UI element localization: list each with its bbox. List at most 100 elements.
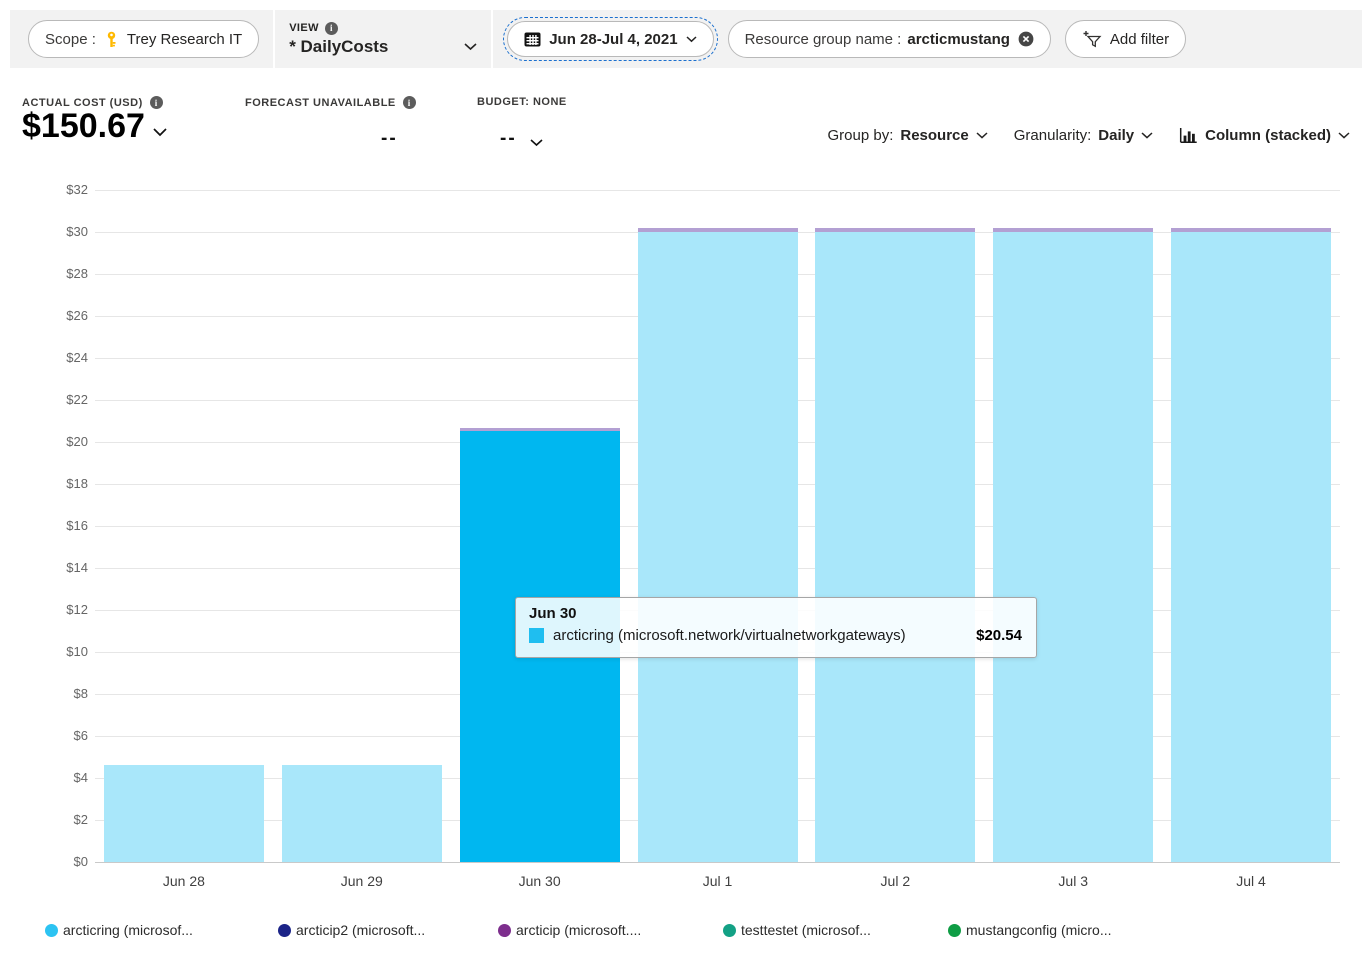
view-value: * DailyCosts — [289, 36, 389, 56]
tooltip-title: Jun 30 — [529, 605, 577, 622]
bar-segment-arcticip — [815, 227, 976, 232]
bar-jul-1[interactable] — [637, 227, 798, 862]
x-tick-jul-3: Jul 3 — [1058, 873, 1088, 889]
legend-dot-icon — [278, 923, 291, 937]
y-tick-$4: $4 — [73, 770, 88, 785]
date-range-picker[interactable]: Jun 28-Jul 4, 2021 — [503, 17, 718, 61]
column-chart-icon — [1179, 127, 1198, 144]
budget-value[interactable]: -- — [500, 128, 543, 150]
gridline-$0 — [95, 861, 1340, 863]
bar-jun-28[interactable] — [103, 765, 264, 862]
y-tick-$26: $26 — [66, 308, 88, 323]
forecast-value: -- — [381, 128, 398, 149]
bar-segment-arcticring — [1171, 232, 1332, 862]
legend-item-2[interactable]: arcticip2 (microsoft... — [278, 922, 425, 938]
chart-type-selector[interactable]: Column (stacked) — [1179, 127, 1350, 144]
bar-jul-2[interactable] — [815, 227, 976, 862]
toolbar-divider-2 — [491, 10, 494, 68]
y-tick-$18: $18 — [66, 476, 88, 491]
bar-segment-arcticring — [815, 232, 976, 862]
legend-dot-icon — [45, 923, 58, 937]
x-tick-jul-1: Jul 1 — [702, 873, 733, 889]
add-filter-label: Add filter — [1109, 30, 1170, 48]
y-tick-$6: $6 — [73, 728, 88, 743]
toolbar-divider — [273, 10, 276, 68]
bar-jul-4[interactable] — [1171, 227, 1332, 862]
legend-dot-icon — [723, 923, 736, 937]
y-tick-$30: $30 — [66, 224, 88, 239]
bar-segment-arcticring — [993, 232, 1154, 862]
legend-item-3[interactable]: arcticip (microsoft.... — [498, 922, 641, 938]
budget-label: BUDGET: NONE — [477, 96, 567, 108]
legend-dot-icon — [948, 923, 961, 937]
y-axis-labels: $0 $2 $4 $6 $8 $10 $12 $14 $16 $18 $20 $22 $24 $26 $28… — [30, 182, 88, 869]
chart-tooltip: Jun 30 arcticring (microsoft.network/vir… — [515, 597, 1037, 658]
x-tick-jun-29: Jun 29 — [340, 873, 383, 889]
resource-group-filter-pill[interactable]: Resource group name : arcticmustang — [727, 20, 1051, 58]
filter-pill-value: arcticmustang — [907, 30, 1010, 48]
view-info-icon[interactable] — [324, 21, 338, 35]
actual-cost-value[interactable]: $150.67 — [22, 107, 167, 146]
scope-pill[interactable]: Scope : Trey Research IT — [28, 20, 260, 58]
y-tick-$12: $12 — [66, 602, 88, 617]
bar-segment-arcticring — [281, 765, 442, 862]
tooltip-series-swatch — [529, 628, 544, 643]
view-label: VIEW — [289, 22, 319, 34]
granularity-selector[interactable]: Granularity: Daily — [1014, 127, 1153, 144]
calendar-icon — [524, 31, 541, 47]
bar-segment-arcticip — [459, 427, 620, 431]
gridline-$32 — [95, 189, 1340, 191]
actual-cost-info-icon[interactable] — [149, 96, 163, 109]
legend-item-label: mustangconfig (micro... — [966, 922, 1112, 938]
plot-area — [95, 189, 1340, 863]
bar-jul-3[interactable] — [993, 227, 1154, 862]
y-tick-$28: $28 — [66, 266, 88, 281]
bar-segment-arcticip — [637, 227, 798, 232]
x-tick-jun-30: Jun 30 — [518, 873, 561, 889]
group-by-value: Resource — [900, 127, 969, 144]
chevron-down-icon — [153, 128, 167, 137]
x-tick-jul-4: Jul 4 — [1236, 873, 1266, 889]
view-selector[interactable]: VIEW * DailyCosts — [289, 21, 477, 57]
date-range-value: Jun 28-Jul 4, 2021 — [549, 30, 678, 48]
legend-item-1[interactable]: arcticring (microsof... — [45, 922, 193, 938]
remove-filter-icon[interactable] — [1018, 31, 1034, 47]
scope-value: Trey Research IT — [126, 30, 243, 48]
chart-type-value: Column (stacked) — [1205, 127, 1331, 144]
chevron-down-icon — [686, 35, 697, 43]
bar-segment-arcticip — [993, 227, 1154, 232]
y-tick-$20: $20 — [66, 434, 88, 449]
tooltip-series-value: $20.54 — [976, 627, 1022, 644]
y-tick-$22: $22 — [66, 392, 88, 407]
chevron-down-icon — [530, 139, 543, 147]
scope-label: Scope : — [45, 30, 96, 48]
legend-item-label: arcticring (microsof... — [63, 922, 193, 938]
y-tick-$0: $0 — [73, 854, 88, 869]
filter-pill-label: Resource group name : — [744, 30, 902, 48]
forecast-info-icon[interactable] — [402, 96, 416, 109]
granularity-label: Granularity: — [1013, 127, 1092, 144]
chart-controls: Group by: Resource Granularity: Daily Co… — [828, 127, 1351, 144]
y-tick-$2: $2 — [73, 812, 88, 827]
bar-segment-arcticring — [103, 765, 264, 862]
chevron-down-icon — [976, 131, 988, 140]
legend-dot-icon — [498, 923, 511, 937]
add-filter-button[interactable]: Add filter — [1064, 20, 1187, 58]
y-tick-$8: $8 — [73, 686, 88, 701]
forecast-label: FORECAST UNAVAILABLE — [245, 96, 416, 109]
group-by-selector[interactable]: Group by: Resource — [828, 127, 988, 144]
legend-item-label: arcticip2 (microsoft... — [296, 922, 426, 938]
legend-item-label: testtestet (microsof... — [741, 922, 871, 938]
filter-toolbar: Scope : Trey Research IT VIEW * DailyCos… — [10, 10, 1362, 68]
bar-jun-29[interactable] — [281, 765, 442, 862]
chart-legend: arcticring (microsof... arcticip2 (micros… — [0, 922, 1372, 952]
x-tick-jul-2: Jul 2 — [880, 873, 911, 889]
tooltip-series-name: arcticring (microsoft.network/virtualnet… — [553, 627, 906, 644]
chevron-down-icon — [1141, 131, 1153, 140]
legend-item-5[interactable]: mustangconfig (micro... — [948, 922, 1112, 938]
chevron-down-icon — [464, 42, 477, 51]
legend-item-4[interactable]: testtestet (microsof... — [723, 922, 871, 938]
y-tick-$32: $32 — [66, 182, 88, 197]
x-tick-jun-28: Jun 28 — [162, 873, 205, 889]
y-tick-$10: $10 — [66, 644, 88, 659]
